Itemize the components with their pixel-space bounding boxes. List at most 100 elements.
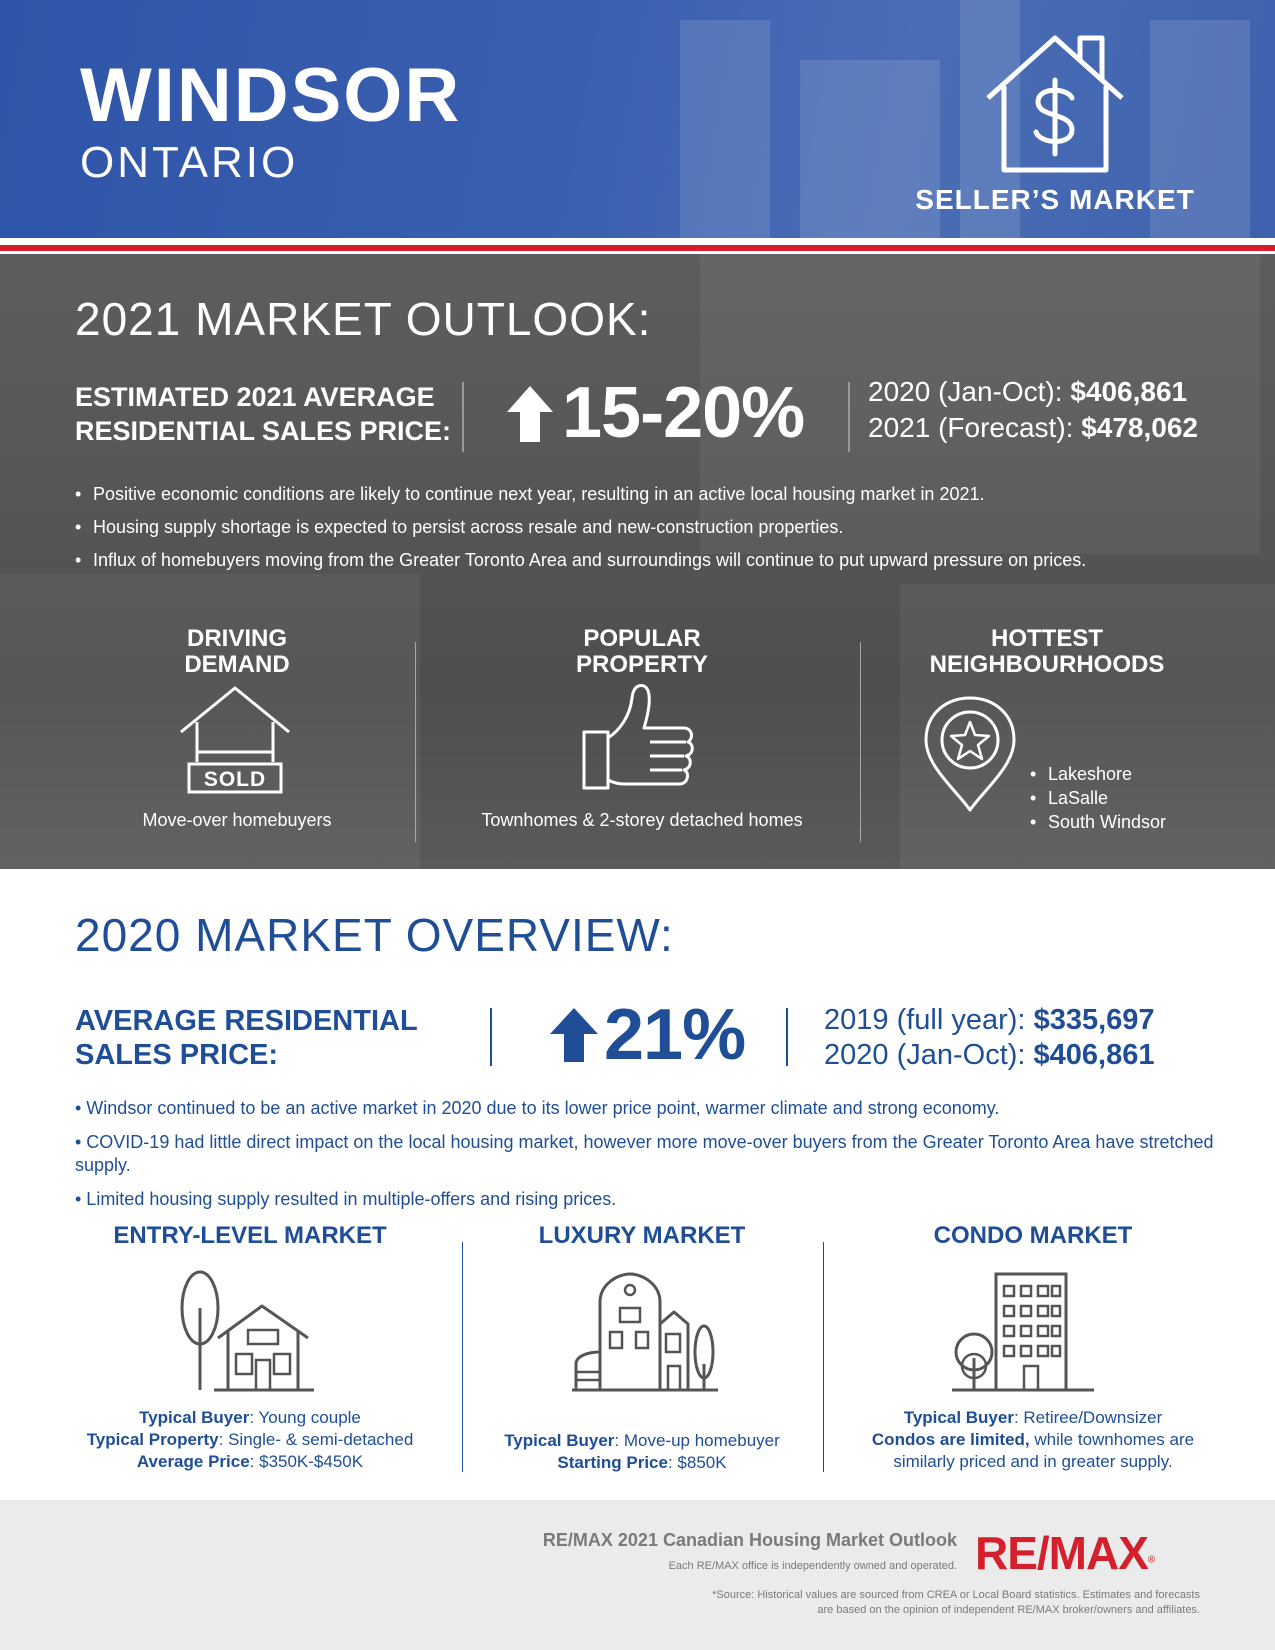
heading-line: HOTTEST [991,625,1103,652]
luxury-house-icon [572,1272,718,1392]
vertical-divider [462,382,464,452]
market-type-label: SELLER’S MARKET [915,184,1195,215]
footer-source-note: *Source: Historical values are sourced f… [500,1588,1200,1618]
outlook-section: 2021 MARKET OUTLOOK: ESTIMATED 2021 AVER… [0,254,1275,869]
list-item: Influx of homebuyers moving from the Gre… [75,550,1225,571]
footer-subtitle: Each RE/MAX office is independently owne… [668,1560,957,1572]
luxury-info: Typical Buyer: Move-up homebuyer Startin… [462,1430,822,1474]
info-label: Typical Buyer [504,1431,615,1450]
map-pin-star-icon [924,696,1016,812]
condo-info: Typical Buyer: Retiree/Downsizer Condos … [843,1407,1223,1473]
outlook-title: 2021 MARKET OUTLOOK: [75,293,652,345]
entry-level-property: Typical Property: Single- & semi-detache… [60,1429,440,1451]
heading-line: NEIGHBOURHOODS [929,651,1165,678]
info-label: Typical Buyer [903,1408,1014,1427]
overview-price-2020: 2020 (Jan-Oct): $406,861 [824,1039,1155,1072]
list-item: • Limited housing supply resulted in mul… [75,1189,617,1209]
up-arrow-icon [507,386,553,442]
outlook-price-2020: 2020 (Jan-Oct): $406,861 [868,376,1187,408]
entry-level-buyer: Typical Buyer: Young couple [60,1407,440,1429]
house-with-tree-icon [180,1270,314,1392]
hottest-neighbourhoods-heading: HOTTEST NEIGHBOURHOODS [897,626,1197,678]
background-trees [0,574,420,869]
popular-property-caption: Townhomes & 2-storey detached homes [481,810,803,830]
outlook-change-percent: 15-20% [562,373,805,453]
entry-level-price: Average Price: $350K-$450K [60,1451,440,1473]
vertical-divider [490,1008,492,1066]
list-item: Positive economic conditions are likely … [75,484,1225,505]
city-name: WINDSOR [80,53,462,138]
condo-building-icon [952,1272,1094,1392]
neighbourhood-list: Lakeshore LaSalle South Windsor [1030,764,1166,836]
condo-buyer: Typical Buyer: Retiree/Downsizer [843,1407,1223,1429]
info-value: : Single- & semi-detached [218,1430,414,1449]
info-value: : $350K-$450K [249,1452,364,1471]
heading-line: DRIVING [186,625,287,652]
vertical-divider [823,1242,824,1472]
info-value: : Young couple [249,1408,361,1427]
entry-level-heading: ENTRY-LEVEL MARKET [113,1222,387,1249]
condo-note-line2: similarly priced and in greater supply. [893,1452,1173,1471]
footer: RE/MAX 2021 Canadian Housing Market Outl… [0,1500,1275,1650]
condo-note: Condos are limited, while townhomes are [843,1429,1223,1451]
list-item: • COVID-19 had little direct impact on t… [75,1132,1214,1175]
overview-title: 2020 MARKET OVERVIEW: [75,909,674,961]
background-building [960,0,1020,240]
outlook-bullets: Positive economic conditions are likely … [75,484,1225,583]
divider-stripe [0,238,1275,245]
overview-price-2020-value: $406,861 [1033,1039,1155,1071]
overview-change-percent: 21% [604,995,746,1075]
info-value: : $850K [667,1453,727,1472]
background-building [680,20,770,240]
overview-price-2020-label: 2020 (Jan-Oct): [824,1039,1026,1071]
info-label: Starting Price [557,1453,668,1472]
header-banner: WINDSOR ONTARIO SELLER’S MARKET [0,0,1275,240]
info-value: while townhomes are [1029,1430,1195,1449]
source-line: are based on the opinion of independent … [817,1604,1200,1616]
info-value: : Move-up homebuyer [614,1431,780,1450]
driving-demand-caption: Move-over homebuyers [142,810,332,830]
overview-price-label: AVERAGE RESIDENTIAL SALES PRICE: [75,1004,455,1072]
overview-price-2019-value: $335,697 [1033,1004,1155,1036]
overview-price-2019-label: 2019 (full year): [824,1004,1026,1036]
footer-title: RE/MAX 2021 Canadian Housing Market Outl… [542,1530,957,1550]
overview-price-label-line2: SALES PRICE: [75,1039,279,1071]
sold-sign-text: SOLD [204,768,266,791]
luxury-heading: LUXURY MARKET [538,1222,746,1249]
divider-stripe [0,245,1275,251]
list-item: LaSalle [1030,788,1166,809]
info-label: Average Price [136,1452,250,1471]
source-line: *Source: Historical values are sourced f… [712,1589,1200,1601]
background-building [1150,20,1250,240]
vertical-divider [786,1008,788,1066]
outlook-price-2021: 2021 (Forecast): $478,062 [868,412,1198,444]
info-label: Typical Property [86,1430,219,1449]
divider-stripe [0,251,1275,254]
up-arrow-icon [550,1008,598,1062]
condo-heading: CONDO MARKET [933,1222,1133,1249]
heading-line: PROPERTY [575,651,709,678]
outlook-price-label-line2: RESIDENTIAL SALES PRICE: [75,416,452,446]
outlook-price-label-line1: ESTIMATED 2021 AVERAGE [75,382,435,412]
popular-property-heading: POPULAR PROPERTY [542,626,742,678]
house-sold-sign-icon: SOLD [180,686,290,794]
list-item: Lakeshore [1030,764,1166,785]
heading-line: POPULAR [583,625,701,652]
list-item: • Windsor continued to be an active mark… [75,1098,1000,1118]
overview-price-label-line1: AVERAGE RESIDENTIAL [75,1005,418,1037]
info-label: Typical Buyer [139,1408,250,1427]
registered-mark: ® [1147,1554,1156,1566]
vertical-divider [848,382,850,452]
outlook-price-2020-value: $406,861 [1070,376,1188,407]
heading-line: DEMAND [184,651,290,678]
vertical-divider [860,642,861,842]
entry-level-info: Typical Buyer: Young couple Typical Prop… [60,1407,440,1473]
province-name: ONTARIO [80,138,299,187]
info-label: Condos are limited, [871,1430,1030,1449]
overview-price-2019: 2019 (full year): $335,697 [824,1004,1155,1037]
house-dollar-icon [986,35,1124,173]
list-item: Housing supply shortage is expected to p… [75,517,1225,538]
thumbs-up-icon [582,684,694,790]
outlook-price-2021-value: $478,062 [1081,412,1198,443]
vertical-divider [462,1242,463,1472]
